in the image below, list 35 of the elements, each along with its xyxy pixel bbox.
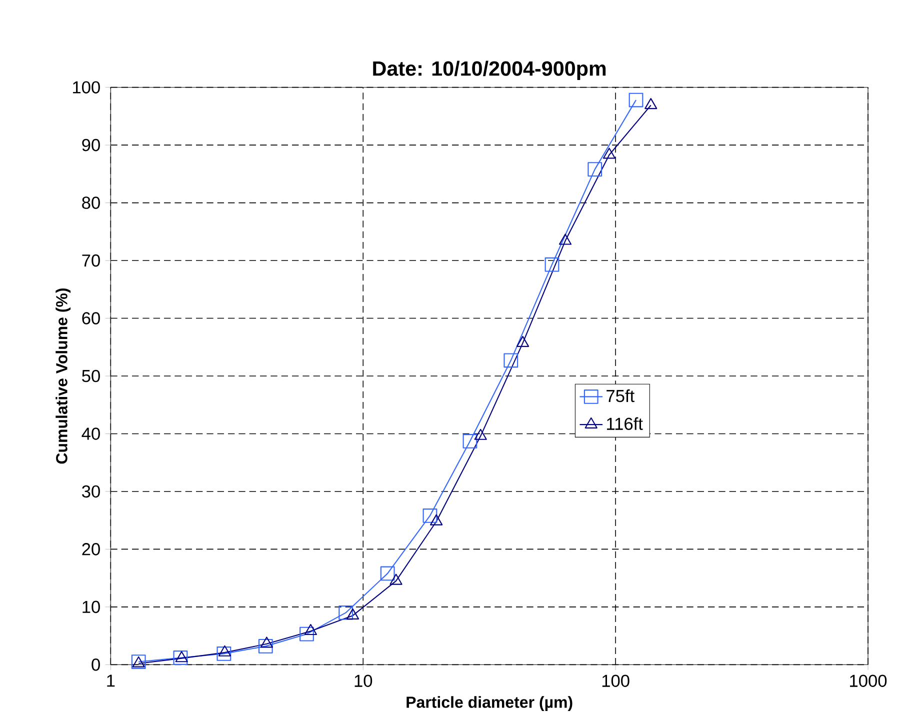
y-tick-label: 10 (82, 600, 100, 614)
y-tick-label: 40 (82, 428, 100, 440)
x-axis-title: Particle diameter (µm) (406, 696, 572, 712)
x-tick-label: 1 (107, 674, 115, 687)
y-tick-label: 80 (82, 196, 100, 209)
legend-label: 75ft (606, 389, 634, 402)
y-tick-label: 100 (73, 81, 100, 94)
y-tick-label: 90 (82, 138, 100, 152)
point (258, 638, 273, 654)
point (175, 651, 188, 662)
point (390, 574, 402, 585)
point (474, 428, 487, 440)
point (644, 98, 658, 110)
x-tick-label: 1000 (850, 674, 887, 687)
x-tick-label: 10 (354, 674, 372, 687)
chart-title: Date: 10/10/2004-900pm (373, 60, 606, 80)
x-tick-label: 100 (602, 674, 630, 687)
y-tick-label: 30 (82, 485, 100, 498)
point (173, 650, 188, 665)
y-tick-label: 50 (82, 370, 100, 382)
y-tick-label: 20 (82, 543, 100, 556)
y-tick-label: 60 (82, 312, 100, 324)
legend-label: 116ft (607, 417, 643, 430)
y-axis-title: Cumulative Volume (%) (56, 288, 71, 464)
point (602, 148, 616, 159)
point (260, 636, 273, 648)
y-tick-label: 70 (82, 254, 100, 267)
point (216, 646, 232, 661)
point (304, 624, 318, 636)
point (430, 514, 443, 526)
point (346, 608, 360, 620)
point (516, 336, 530, 347)
point (558, 234, 572, 245)
point (218, 645, 232, 656)
y-tick-label: 0 (92, 658, 100, 671)
